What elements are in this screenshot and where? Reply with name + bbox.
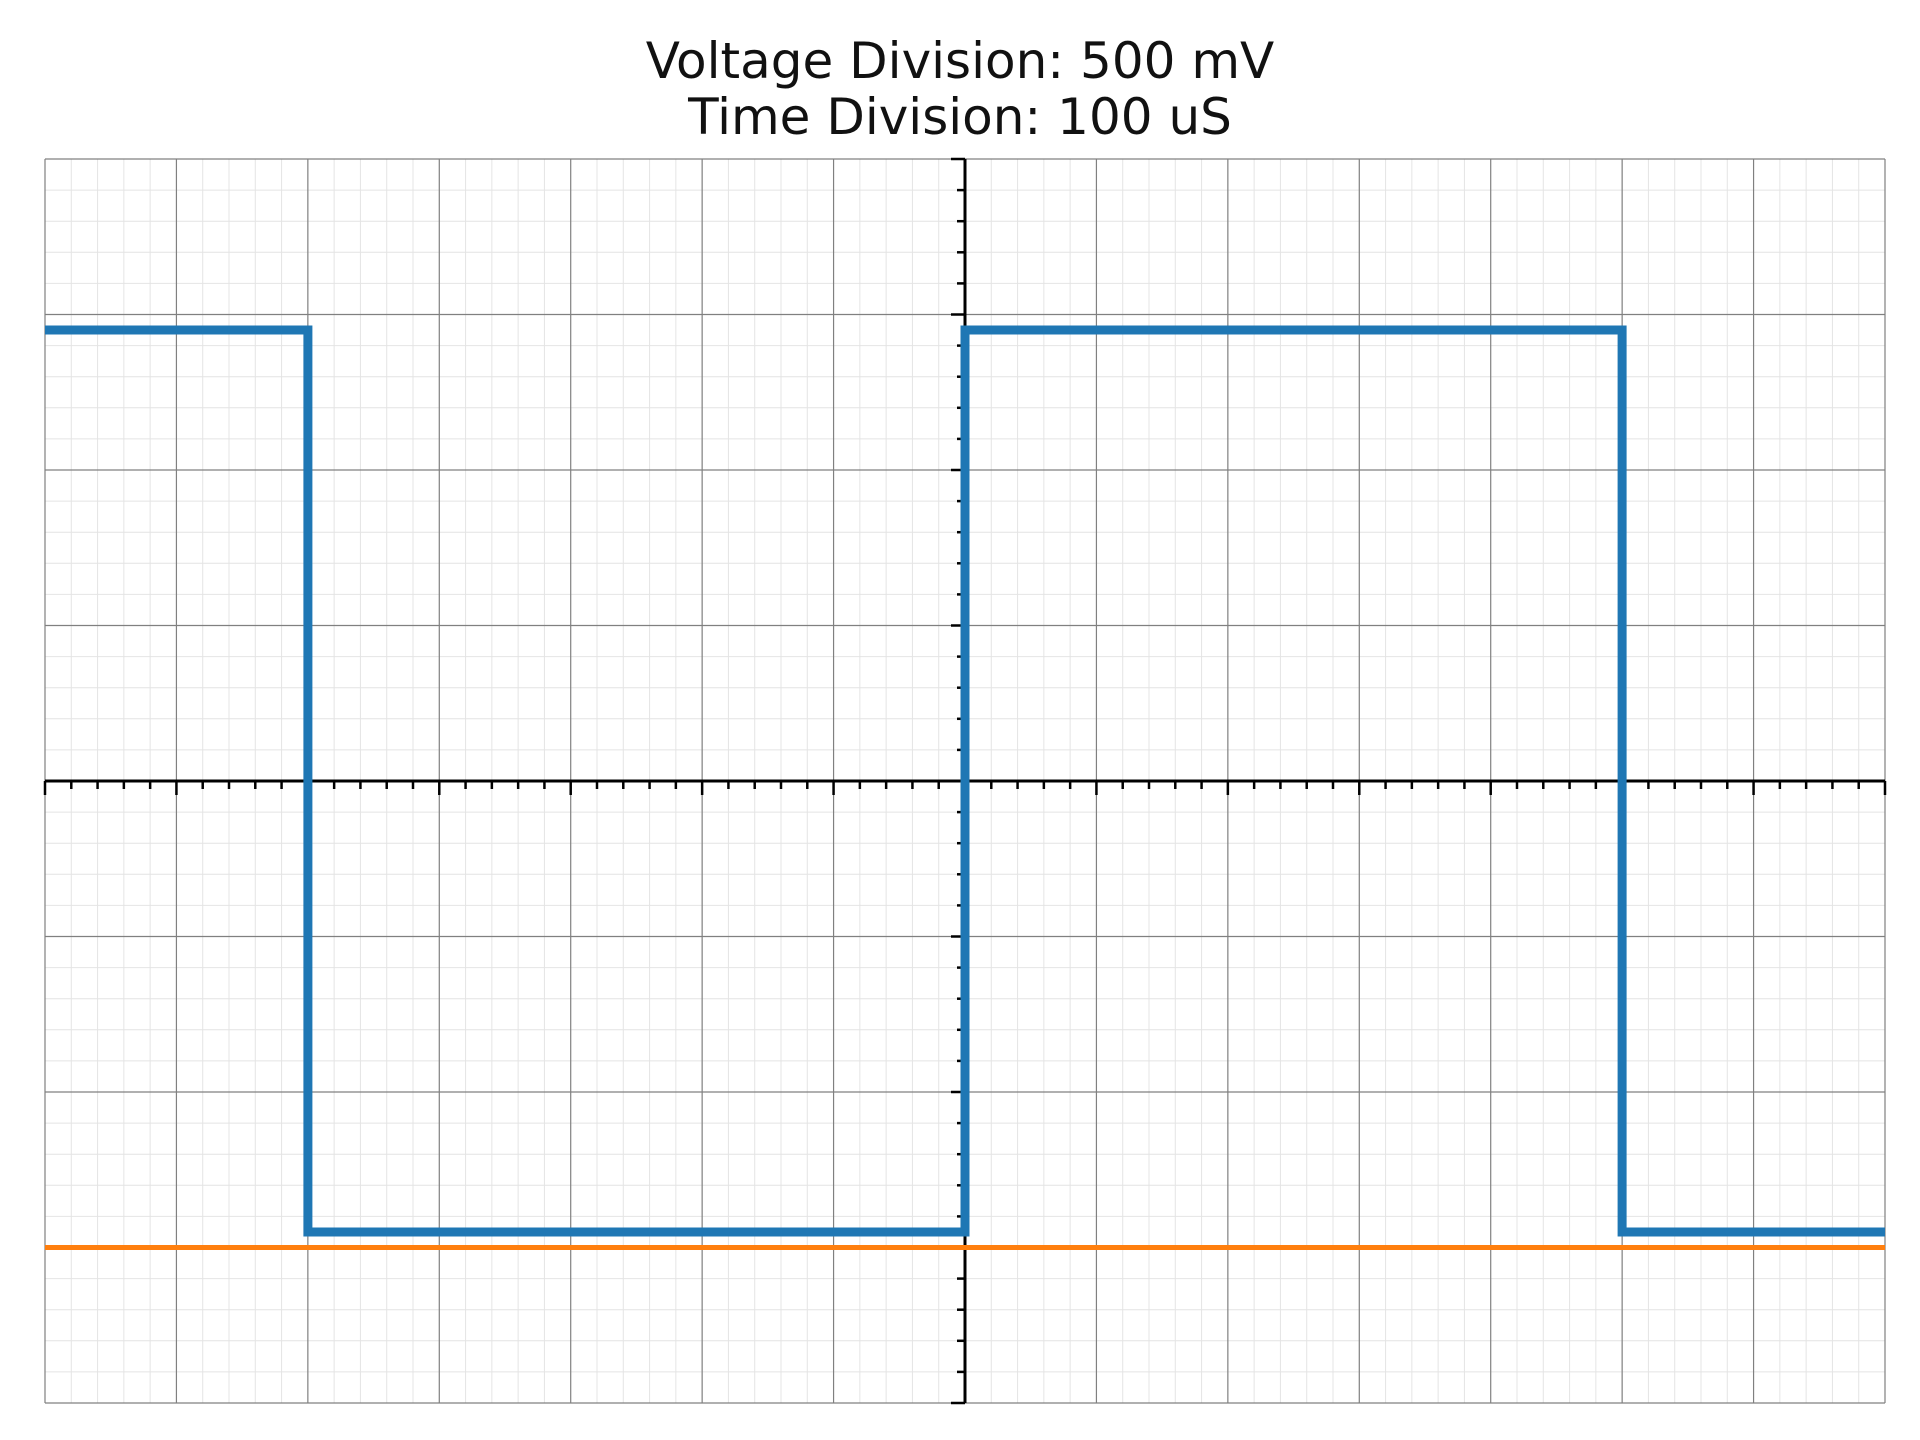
channel-1-trace	[45, 325, 1885, 1237]
chart-title-line-1: Voltage Division: 500 mV	[645, 32, 1275, 90]
traces	[45, 325, 1885, 1250]
chart-title-line-2: Time Division: 100 uS	[688, 88, 1232, 146]
